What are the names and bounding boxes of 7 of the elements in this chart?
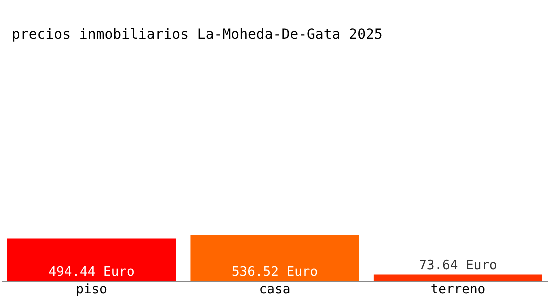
- data-label: 536.52 Euro: [232, 265, 318, 280]
- data-label: 494.44 Euro: [48, 265, 135, 280]
- x-tick-label: casa: [259, 282, 291, 298]
- x-tick-label: piso: [76, 282, 108, 298]
- x-tick-label: terreno: [430, 282, 486, 298]
- chart-title: precios inmobiliarios La-Moheda-De-Gata 2025: [12, 27, 383, 43]
- data-label: 73.64 Euro: [419, 258, 498, 274]
